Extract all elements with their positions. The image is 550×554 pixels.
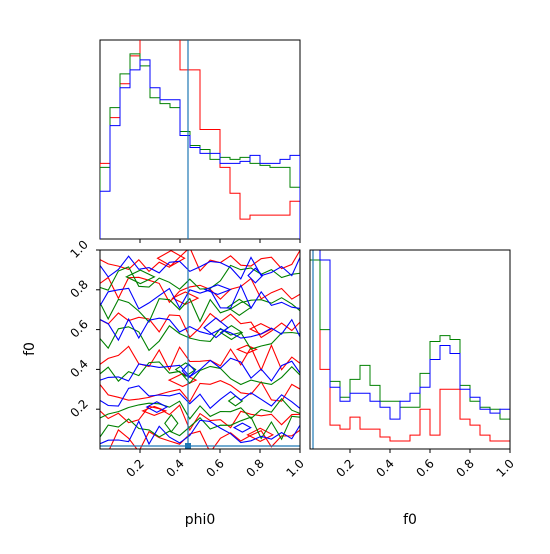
contour-blue-line xyxy=(100,357,300,382)
f0-hist-xtick-label: 0.2 xyxy=(333,456,356,479)
contour-xtick-label: 1.0 xyxy=(283,456,306,479)
contour-xtick-label: 0.2 xyxy=(123,456,146,479)
contour-green-loop xyxy=(125,269,156,285)
phi0-blue-histogram xyxy=(100,59,300,239)
contour-ytick-label: 0.2 xyxy=(67,397,90,420)
f0-hist-xtick-label: 0.4 xyxy=(373,456,396,479)
f0-hist-xtick-label: 1.0 xyxy=(493,456,516,479)
contour-green-line xyxy=(100,264,300,291)
contour-red-loop xyxy=(141,405,168,416)
phi0-red-histogram xyxy=(100,40,300,239)
contour-frame xyxy=(99,249,301,450)
phi0-green-histogram xyxy=(100,53,300,239)
contour-green-loop xyxy=(227,395,244,407)
contour-blue-loop xyxy=(203,284,232,295)
phi0-f0-contour-panel: 0.2 0.4 0.6 0.8 1.0 0.2 0.4 0.6 0.8 1.0 phi0 f0 xyxy=(22,237,307,528)
f0-red-histogram xyxy=(310,250,510,449)
contour-green-line xyxy=(100,361,300,386)
contour-green-line xyxy=(100,415,300,441)
f0-blue-histogram xyxy=(310,250,510,449)
contour-red-line xyxy=(100,312,300,339)
contour-red-line xyxy=(100,343,300,372)
contour-blue-line xyxy=(100,283,300,310)
contour-red-line xyxy=(100,276,300,304)
contour-green-loop xyxy=(174,362,197,377)
contour-red-line xyxy=(100,250,300,273)
contour-y-label: f0 xyxy=(22,342,38,356)
contour-green-line xyxy=(100,397,300,420)
f0-green-histogram xyxy=(310,259,510,449)
contour-blue-loop xyxy=(247,267,264,284)
contour-red-line xyxy=(100,380,300,403)
contour-green-loop xyxy=(164,413,179,433)
contour-blue-loop xyxy=(232,422,252,433)
phi0-histogram-frame xyxy=(99,39,301,240)
f0-hist-xtick-label: 0.8 xyxy=(453,456,476,479)
f0-histogram-panel: 0.2 0.4 0.6 0.8 1.0 f0 xyxy=(309,249,517,528)
contour-red-loop xyxy=(248,323,273,335)
contour-xtick-label: 0.6 xyxy=(203,456,226,479)
contour-green-line xyxy=(100,325,300,352)
contour-red-loop xyxy=(171,291,200,305)
contour-xtick-label: 0.8 xyxy=(243,456,266,479)
contour-red-loop xyxy=(156,250,186,267)
contour-red-loop xyxy=(167,373,198,388)
phi0-histogram-panel xyxy=(99,39,301,243)
contour-red-loop xyxy=(235,344,258,354)
contour-ytick-label: 0.8 xyxy=(67,277,90,300)
contour-ytick-label: 0.6 xyxy=(67,317,90,340)
contour-blue-line xyxy=(100,317,300,342)
contour-blue-loop xyxy=(145,401,169,413)
contour-xtick-label: 0.4 xyxy=(163,456,186,479)
contour-ytick-label: 1.0 xyxy=(67,237,90,260)
contour-red-line xyxy=(108,429,300,449)
contour-truth-marker xyxy=(185,443,191,450)
f0-hist-xtick-label: 0.6 xyxy=(413,456,436,479)
f0-histogram-frame xyxy=(309,249,511,450)
contour-ytick-label: 0.4 xyxy=(67,357,90,380)
f0-x-label: f0 xyxy=(403,512,417,528)
contour-blue-loop xyxy=(181,363,196,379)
contour-blue-line xyxy=(100,419,300,446)
contour-blue-loop xyxy=(203,317,229,339)
contour-blue-line xyxy=(100,255,300,280)
contour-x-label: phi0 xyxy=(185,512,216,528)
contour-blue-line xyxy=(100,385,300,410)
contour-green-line xyxy=(100,297,300,323)
